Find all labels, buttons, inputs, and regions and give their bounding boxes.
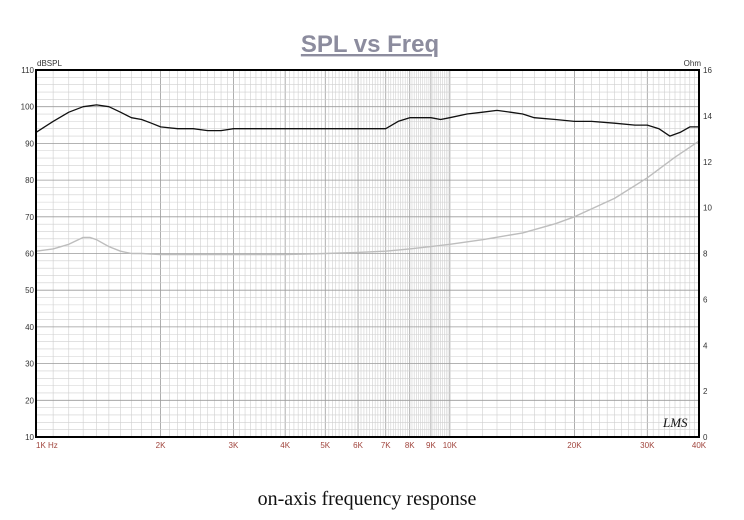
right-tick-label: 16 bbox=[703, 66, 712, 75]
plot-curves bbox=[35, 104, 700, 256]
x-tick-label: 40K bbox=[692, 441, 707, 450]
plot-grid bbox=[36, 70, 699, 437]
left-tick-label: 30 bbox=[25, 360, 34, 369]
left-tick-label: 70 bbox=[25, 213, 34, 222]
x-tick-label: 6K bbox=[353, 441, 363, 450]
x-tick-label: 9K bbox=[426, 441, 436, 450]
x-tick-label: 8K bbox=[405, 441, 415, 450]
x-tick-label: 3K bbox=[229, 441, 239, 450]
left-tick-label: 110 bbox=[21, 66, 34, 75]
right-tick-label: 2 bbox=[703, 387, 708, 396]
chart-title: SPL vs Freq bbox=[301, 31, 439, 58]
x-axis-ticks: 1K Hz 2K 3K 4K 5K 6K 7K 8K 9K 10K 20K 30K 40K bbox=[36, 441, 707, 450]
right-axis-ticks: 0 2 4 6 8 10 12 14 16 bbox=[703, 66, 712, 442]
left-tick-label: 10 bbox=[25, 433, 34, 442]
x-tick-label: 2K bbox=[156, 441, 166, 450]
right-tick-label: 4 bbox=[703, 341, 708, 350]
left-axis-ticks: 10 20 30 40 50 60 70 80 90 100 110 bbox=[21, 66, 35, 442]
plot-frame bbox=[35, 69, 700, 438]
spl-curve bbox=[35, 104, 699, 137]
right-axis-unit: Ohm bbox=[684, 59, 702, 68]
x-tick-label: 20K bbox=[567, 441, 582, 450]
left-tick-label: 60 bbox=[25, 250, 34, 259]
left-axis-unit: dBSPL bbox=[37, 59, 62, 68]
left-tick-label: 40 bbox=[25, 323, 34, 332]
x-tick-label: 30K bbox=[640, 441, 655, 450]
left-tick-label: 80 bbox=[25, 176, 34, 185]
impedance-curve bbox=[35, 140, 700, 256]
left-tick-label: 50 bbox=[25, 286, 34, 295]
right-tick-label: 12 bbox=[703, 158, 712, 167]
x-tick-label: 10K bbox=[443, 441, 458, 450]
right-tick-label: 10 bbox=[703, 204, 712, 213]
left-tick-label: 20 bbox=[25, 396, 34, 405]
lms-logo: LMS bbox=[662, 415, 688, 430]
x-tick-label: 1K Hz bbox=[36, 441, 58, 450]
right-tick-label: 8 bbox=[703, 250, 708, 259]
right-tick-label: 0 bbox=[703, 433, 708, 442]
right-tick-label: 14 bbox=[703, 112, 712, 121]
x-tick-label: 4K bbox=[280, 441, 290, 450]
figure-caption: on-axis frequency response bbox=[258, 488, 477, 510]
x-tick-label: 5K bbox=[320, 441, 330, 450]
right-tick-label: 6 bbox=[703, 295, 708, 304]
x-tick-label: 7K bbox=[381, 441, 391, 450]
left-tick-label: 100 bbox=[21, 103, 35, 112]
left-tick-label: 90 bbox=[25, 139, 34, 148]
